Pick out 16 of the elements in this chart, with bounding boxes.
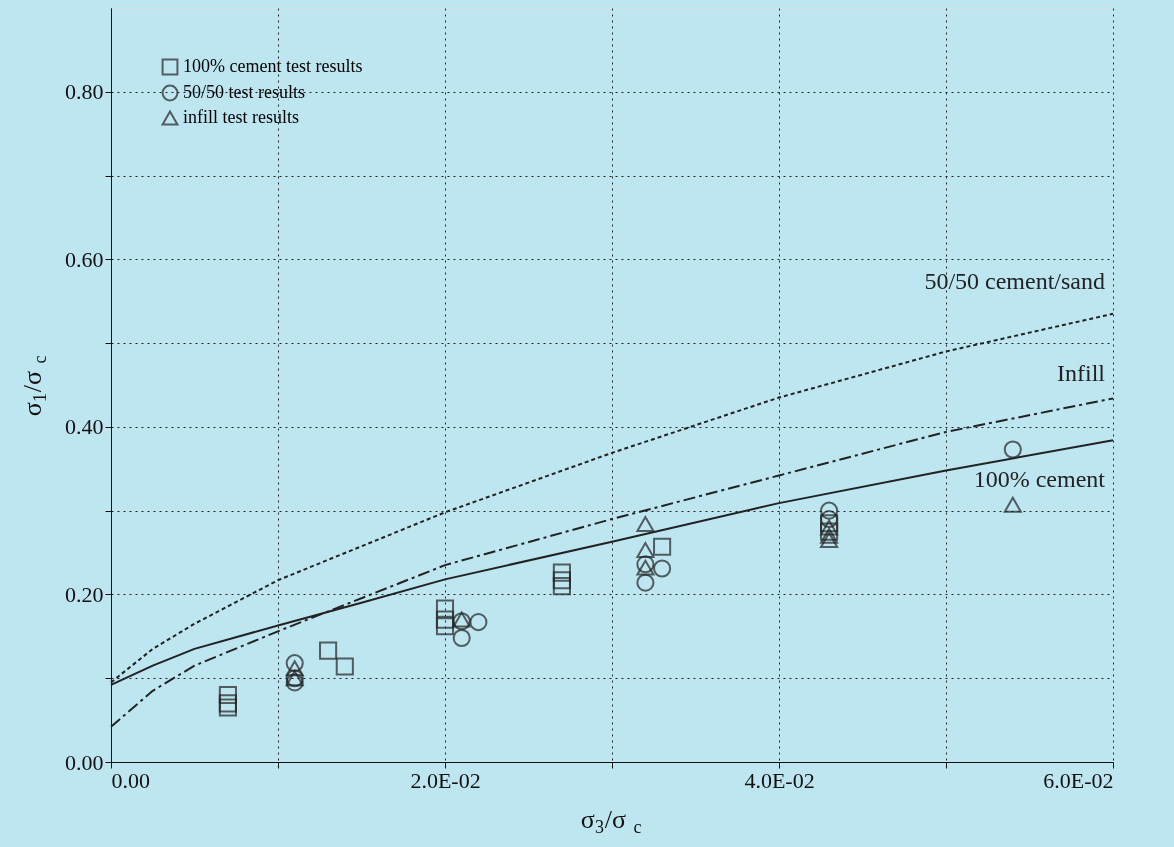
y-tick-label: 0.20 [65, 581, 104, 607]
x-tick-label: 2.0E-02 [410, 767, 481, 793]
x-tick-label: 0.00 [111, 767, 150, 793]
legend-label: 50/50 test results [183, 82, 305, 102]
y-tick-label: 0.60 [65, 246, 104, 272]
x-tick-label: 6.0E-02 [1043, 767, 1114, 793]
series-label: 100% cement [973, 466, 1106, 493]
y-tick-label: 0.00 [65, 749, 104, 775]
y-tick-label: 0.40 [65, 414, 104, 440]
series-label: 50/50 cement/sand [924, 267, 1105, 294]
y-axis-title: σ1/σc [18, 355, 50, 417]
legend-label: infill test results [183, 107, 299, 127]
y-tick-label: 0.80 [65, 79, 104, 105]
x-tick-label: 4.0E-02 [744, 767, 815, 793]
series-label: Infill [1057, 360, 1106, 387]
legend-label: 100% cement test results [183, 56, 363, 76]
